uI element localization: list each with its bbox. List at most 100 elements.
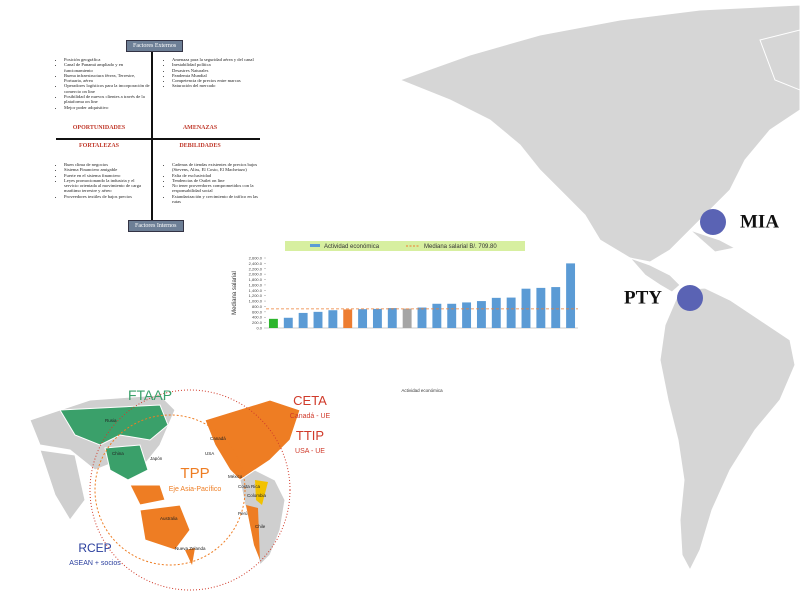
quadrant-list: Cadenas de tiendas existentes de precios… bbox=[166, 162, 258, 204]
bullet-item: Buena infraestructura férrea, Terrestre,… bbox=[64, 73, 150, 84]
y-tick-label: 1,400.0 bbox=[249, 288, 263, 293]
y-tick-label: 2,600.0 bbox=[249, 256, 263, 261]
bullet-item: Estandarización y crecimiento de tráfico… bbox=[172, 194, 258, 205]
country-label: Chile bbox=[255, 524, 266, 529]
bloc-name: FTAAP bbox=[128, 387, 172, 403]
bloc-name: RCEP bbox=[78, 541, 111, 555]
y-tick-label: 2,200.0 bbox=[249, 266, 263, 271]
y-tick-label: 1,600.0 bbox=[249, 282, 263, 287]
bar-chart: Actividad económica Mediana salarial B/. … bbox=[232, 241, 578, 393]
bar bbox=[372, 308, 382, 328]
country-label: Perú bbox=[238, 511, 248, 516]
country-label: Rusia bbox=[105, 418, 117, 423]
bullet-item: Desastres Naturales bbox=[172, 68, 258, 73]
y-tick-label: 200.0 bbox=[252, 320, 263, 325]
quadrant-title: DEBILIDADES bbox=[179, 143, 221, 149]
bar bbox=[551, 287, 561, 328]
bar bbox=[358, 309, 368, 328]
bullet-item: Falta de exclusividad bbox=[172, 173, 258, 178]
quadrant-list: Posición geográficaCanal de Panamá ampli… bbox=[58, 57, 150, 110]
bullet-item: Tendencias de Outlet on line bbox=[172, 178, 258, 183]
bullet-list: Buen clima de negociosSistema Financiero… bbox=[58, 162, 150, 199]
bullet-list: Amenaza para la seguridad aérea y del ca… bbox=[166, 57, 258, 89]
bullet-item: Cadenas de tiendas existentes de precios… bbox=[172, 162, 258, 173]
map-points: MIA PTY bbox=[624, 209, 779, 311]
bullet-item: Buen clima de negocios bbox=[64, 162, 150, 167]
map-point bbox=[700, 209, 726, 235]
y-tick-label: 1,200.0 bbox=[249, 293, 263, 298]
y-tick-label: 800.0 bbox=[252, 304, 263, 309]
quadrant-title: OPORTUNIDADES bbox=[72, 125, 126, 131]
country-label: Colombia bbox=[247, 493, 267, 498]
bar bbox=[521, 288, 531, 328]
swot-lines bbox=[56, 52, 260, 222]
bar bbox=[283, 317, 293, 328]
quadrant-title: AMENAZAS bbox=[182, 125, 218, 131]
map-point-label: PTY bbox=[624, 287, 662, 308]
y-axis-title: Mediana salarial bbox=[232, 271, 238, 315]
legend-label: Mediana salarial B/. 709.80 bbox=[424, 244, 497, 250]
bullet-item: Canal de Panamá ampliado y en funcionami… bbox=[64, 62, 150, 73]
bloc-name: CETA bbox=[293, 393, 327, 408]
bloc-sub: ASEAN + socios bbox=[69, 560, 121, 567]
country-label: México bbox=[228, 474, 243, 479]
trade-map bbox=[29, 389, 301, 591]
bullet-item: Amenaza para la seguridad aérea y del ca… bbox=[172, 57, 258, 62]
map-point-label: MIA bbox=[740, 211, 779, 232]
bullet-item: Sistema Financiero amigable bbox=[64, 167, 150, 172]
country-label: USA bbox=[205, 451, 214, 456]
country-label: Canadá bbox=[210, 436, 226, 441]
trade-labels: FTAAP CETA Canadá - UE TTIP USA - UE TPP Eje A… bbox=[69, 387, 330, 567]
bullet-item: Posición geográfica bbox=[64, 57, 150, 62]
bullet-item: Posibilidad de nuevos clientes a través … bbox=[64, 94, 150, 105]
bullet-item: Operadores logísticos para la incorporac… bbox=[64, 83, 150, 94]
bullet-item: Proveedores textiles de bajos precios bbox=[64, 194, 150, 199]
legend-swatch bbox=[310, 244, 320, 247]
external-header: Factores Externos bbox=[126, 40, 184, 52]
bar bbox=[506, 297, 516, 328]
bar bbox=[387, 308, 397, 328]
bar bbox=[343, 309, 353, 328]
bloc-sub: Canadá - UE bbox=[290, 413, 331, 420]
y-tick-label: 0.0 bbox=[256, 326, 262, 331]
country-label: Nueva Zelanda bbox=[175, 546, 206, 551]
country-label: Australia bbox=[160, 516, 178, 521]
bar bbox=[417, 307, 427, 328]
bar bbox=[328, 310, 338, 328]
bar bbox=[536, 287, 546, 328]
quadrant-list: Amenaza para la seguridad aérea y del ca… bbox=[166, 57, 258, 89]
legend-box bbox=[285, 241, 525, 251]
bullet-item: Pandemia Mundial bbox=[172, 73, 258, 78]
y-tick-label: 600.0 bbox=[252, 309, 263, 314]
legend-label: Actividad económica bbox=[324, 244, 380, 250]
bullet-list: Posición geográficaCanal de Panamá ampli… bbox=[58, 57, 150, 110]
bar bbox=[476, 301, 486, 328]
bar bbox=[268, 318, 278, 328]
country-label: Costa Rica bbox=[238, 484, 261, 489]
bullet-item: No tener proveedores comprometidos con l… bbox=[172, 183, 258, 194]
country-label: China bbox=[112, 451, 124, 456]
quadrant-list: Buen clima de negociosSistema Financiero… bbox=[58, 162, 150, 199]
y-tick-label: 2,000.0 bbox=[249, 272, 263, 277]
internal-header: Factores Internos bbox=[128, 220, 184, 232]
bloc-sub: USA - UE bbox=[295, 448, 325, 455]
bar bbox=[402, 308, 412, 328]
bullet-list: Cadenas de tiendas existentes de precios… bbox=[166, 162, 258, 204]
bloc-sub: Eje Asia-Pacífico bbox=[169, 486, 222, 493]
y-tick-label: 2,400.0 bbox=[249, 261, 263, 266]
bullet-item: Leyes promocionando la industria y el se… bbox=[64, 178, 150, 194]
bullet-item: Mejor poder adquisitivo bbox=[64, 105, 150, 110]
bar bbox=[566, 263, 576, 328]
y-tick-label: 400.0 bbox=[252, 315, 263, 320]
map-point bbox=[677, 285, 703, 311]
country-label: Japón bbox=[150, 456, 163, 461]
bloc-name: TTIP bbox=[296, 428, 324, 443]
bloc-name: TPP bbox=[180, 465, 209, 482]
bullet-item: Saturación del mercado bbox=[172, 83, 258, 88]
bullet-item: Inestabilidad política bbox=[172, 62, 258, 67]
bar bbox=[491, 297, 501, 328]
y-tick-label: 1,800.0 bbox=[249, 277, 263, 282]
bar bbox=[462, 302, 472, 328]
